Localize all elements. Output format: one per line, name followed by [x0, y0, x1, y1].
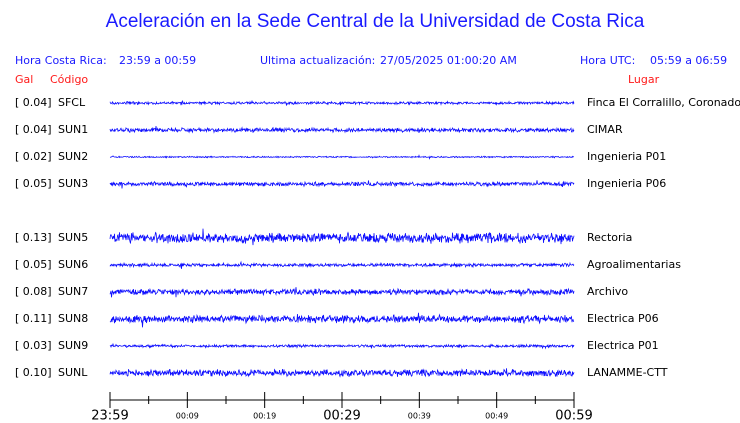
gal-value: [ 0.05]	[15, 258, 52, 271]
waveform	[109, 125, 575, 134]
utc-label: Hora UTC:	[580, 54, 635, 67]
page-title: Aceleración en la Sede Central de la Uni…	[106, 11, 645, 32]
waveform	[109, 260, 575, 269]
code-header: Código	[50, 73, 88, 86]
station-place: Agroalimentarias	[587, 258, 681, 271]
local-range: 23:59 a 00:59	[119, 54, 196, 67]
station-place: Ingenieria P01	[587, 150, 666, 163]
gal-value: [ 0.13]	[15, 231, 52, 244]
station-code: SFCL	[58, 96, 86, 109]
station-place: Ingenieria P06	[587, 177, 666, 190]
time-label: 00:59	[555, 409, 592, 423]
station-code: SUN8	[58, 312, 88, 325]
time-label: 00:29	[323, 409, 360, 423]
station-code: SUN3	[58, 177, 88, 190]
time-label: 23:59	[91, 409, 128, 423]
gal-header: Gal	[15, 73, 33, 86]
local-label: Hora Costa Rica:	[15, 54, 107, 67]
station-code: SUN9	[58, 339, 88, 352]
station-code: SUN7	[58, 285, 88, 298]
waveform	[109, 228, 575, 246]
time-label: 00:19	[253, 412, 276, 421]
gal-value: [ 0.04]	[15, 96, 52, 109]
gal-value: [ 0.03]	[15, 339, 52, 352]
gal-value: [ 0.04]	[15, 123, 52, 136]
station-code: SUN1	[58, 123, 88, 136]
gal-value: [ 0.08]	[15, 285, 52, 298]
station-place: Finca El Corralillo, Coronado	[587, 96, 740, 109]
station-place: CIMAR	[587, 123, 623, 136]
waveform	[109, 312, 575, 328]
station-place: Rectoria	[587, 231, 632, 244]
station-code: SUN2	[58, 150, 88, 163]
update-time: 27/05/2025 01:00:20 AM	[380, 54, 517, 67]
update-label: Ultima actualización:	[260, 54, 375, 67]
gal-value: [ 0.10]	[15, 366, 52, 379]
waveform	[109, 287, 575, 298]
gal-value: [ 0.05]	[15, 177, 52, 190]
waveform	[109, 368, 575, 378]
station-code: SUN6	[58, 258, 88, 271]
waveform	[109, 343, 575, 350]
station-place: Archivo	[587, 285, 628, 298]
waveform	[109, 99, 575, 106]
station-code: SUNL	[58, 366, 88, 379]
gal-value: [ 0.02]	[15, 150, 52, 163]
gal-value: [ 0.11]	[15, 312, 52, 325]
place-header: Lugar	[628, 73, 660, 86]
station-place: Electrica P06	[587, 312, 659, 325]
waveform	[109, 180, 575, 189]
time-label: 00:09	[176, 412, 199, 421]
station-place: LANAMME-CTT	[587, 366, 668, 379]
time-label: 00:39	[408, 412, 431, 421]
station-place: Electrica P01	[587, 339, 659, 352]
station-code: SUN5	[58, 231, 88, 244]
utc-range: 05:59 a 06:59	[650, 54, 727, 67]
waveform	[109, 154, 575, 160]
time-label: 00:49	[485, 412, 508, 421]
